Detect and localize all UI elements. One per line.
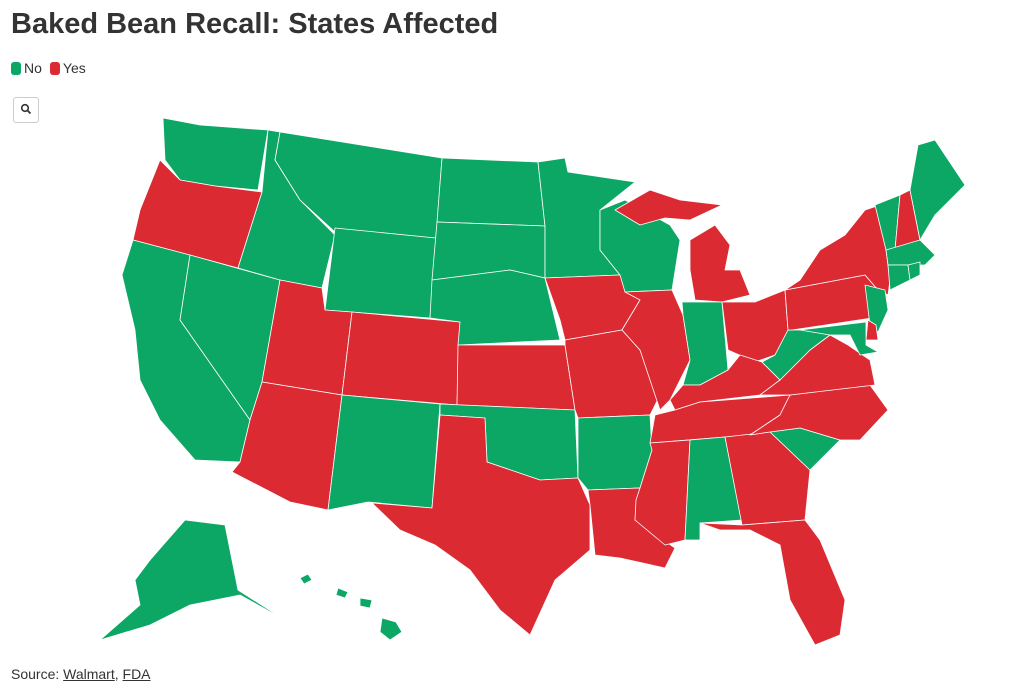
source-link[interactable]: Walmart [63, 666, 115, 682]
state[interactable] [429, 269, 561, 346]
state[interactable] [689, 224, 751, 303]
state[interactable] [909, 139, 966, 241]
search-button[interactable] [13, 97, 39, 123]
state[interactable] [436, 157, 546, 227]
state[interactable] [327, 394, 441, 511]
state[interactable] [887, 264, 911, 291]
state[interactable] [749, 384, 889, 441]
title: Baked Bean Recall: States Affected [11, 8, 499, 40]
state[interactable] [431, 221, 546, 281]
legend-item[interactable]: No [11, 60, 42, 76]
state[interactable] [885, 239, 936, 266]
state[interactable] [614, 189, 723, 226]
legend-label: Yes [62, 60, 86, 76]
state[interactable] [907, 261, 921, 281]
state[interactable] [621, 289, 691, 411]
legend-swatch [49, 61, 60, 75]
legend-label: No [24, 60, 42, 76]
state[interactable] [359, 597, 373, 609]
state[interactable] [864, 284, 889, 333]
source-label: Source: [11, 666, 60, 682]
state[interactable] [341, 311, 461, 406]
state[interactable] [371, 414, 591, 636]
state[interactable] [335, 587, 349, 599]
legend-item[interactable]: Yes [49, 60, 86, 76]
state[interactable] [99, 519, 286, 641]
source-separator: , [114, 666, 119, 682]
state[interactable] [577, 414, 653, 491]
state[interactable] [456, 344, 576, 411]
state[interactable] [699, 519, 846, 646]
source: Source: Walmart, FDA [11, 666, 151, 682]
legend-swatch [11, 61, 21, 75]
state[interactable] [681, 301, 729, 386]
state[interactable] [865, 319, 879, 341]
state[interactable] [324, 227, 437, 319]
state[interactable] [162, 117, 269, 191]
state[interactable] [799, 321, 879, 356]
state[interactable] [379, 617, 403, 641]
search-icon [20, 103, 32, 114]
map [99, 117, 966, 646]
source-link[interactable]: FDA [122, 666, 151, 682]
state[interactable] [299, 573, 313, 585]
legend: No Yes [11, 60, 86, 76]
